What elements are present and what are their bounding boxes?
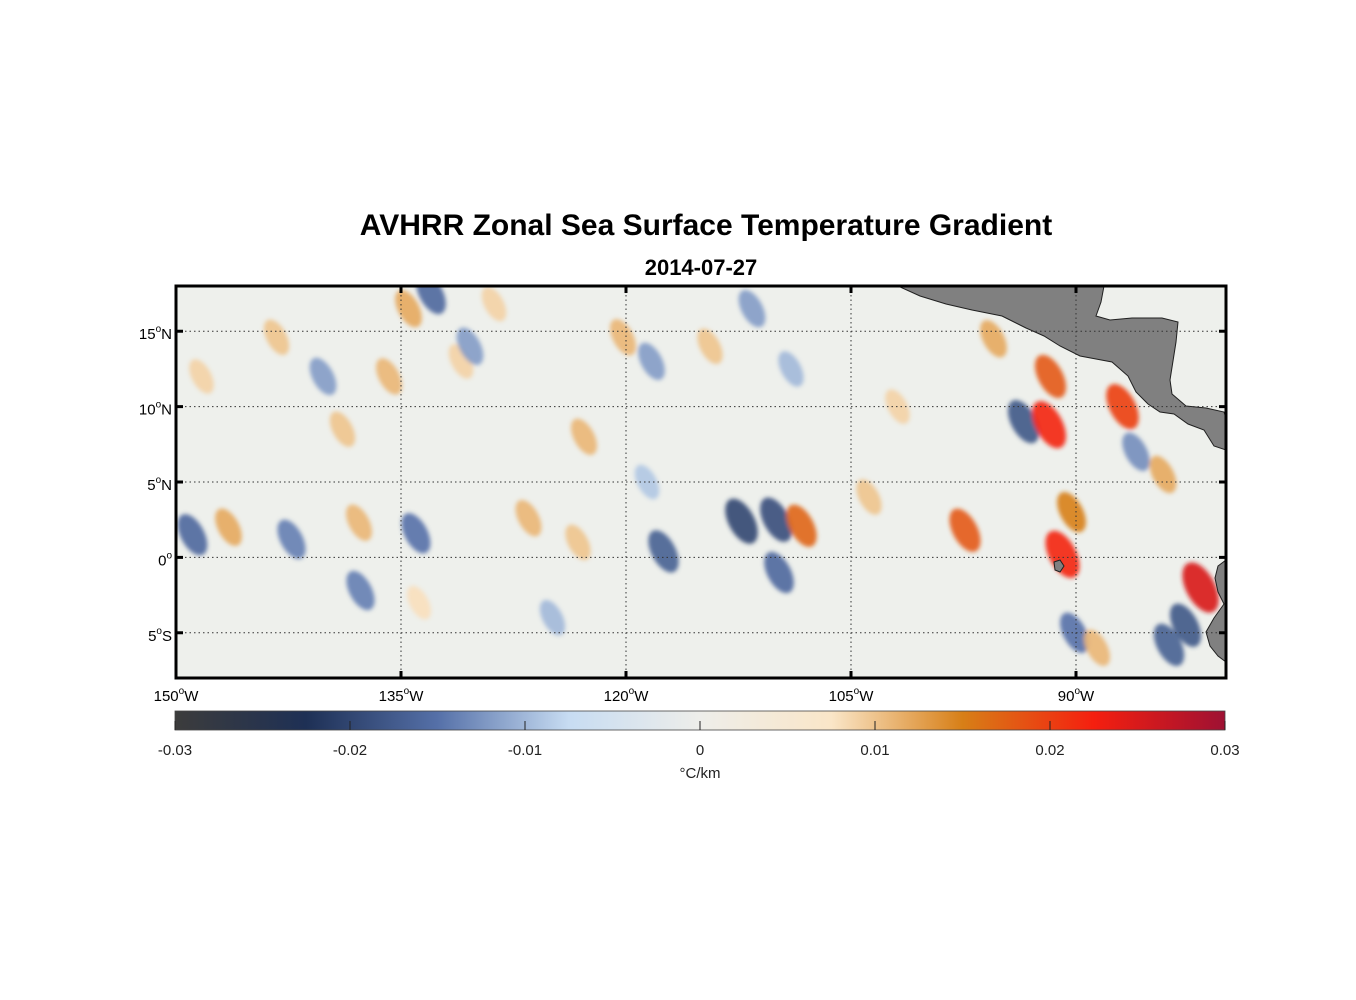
gradient-anomaly xyxy=(407,585,431,620)
colorbar-tick-label: 0 xyxy=(696,742,704,759)
gradient-anomaly xyxy=(329,411,356,447)
gradient-anomaly xyxy=(1007,400,1040,444)
gradient-anomaly xyxy=(448,344,474,379)
gradient-anomaly xyxy=(189,359,214,394)
axis-tick-marks xyxy=(174,286,1226,678)
gradient-anomaly xyxy=(395,289,422,328)
gradient-anomaly xyxy=(949,508,981,552)
colorbar-tick-label: 0.03 xyxy=(1210,742,1239,759)
colorbar-tick-label: 0.02 xyxy=(1035,742,1064,759)
gradient-anomaly xyxy=(738,289,766,328)
colorbar-tick-label: 0.01 xyxy=(860,742,889,759)
gradient-anomaly xyxy=(1122,432,1150,472)
lon-tick-label: 90oW xyxy=(1058,686,1095,705)
gradient-anomaly xyxy=(980,320,1007,358)
gradient-anomaly xyxy=(760,497,792,542)
lon-tick-label: 135oW xyxy=(379,686,425,705)
ocean-background xyxy=(176,286,1226,678)
gradient-anomaly xyxy=(1034,354,1067,399)
gradient-anomaly xyxy=(416,286,446,315)
gradient-anomaly xyxy=(609,319,637,356)
gradient-anomaly xyxy=(1045,530,1080,578)
map-plot-area: 150oW 135oW 120oW 105oW 90oW 15oN 10oN 5… xyxy=(139,284,1228,705)
colorbar-tick-label: -0.01 xyxy=(508,742,542,759)
gradient-anomaly xyxy=(565,524,591,561)
gradient-anomaly xyxy=(638,342,665,381)
gradient-anomaly xyxy=(1057,491,1086,533)
gradient-anomaly xyxy=(456,327,484,365)
land-layer xyxy=(897,286,1226,663)
gradient-anomaly xyxy=(345,504,373,541)
lat-tick-label: 5oN xyxy=(147,475,172,494)
lon-tick-label: 120oW xyxy=(604,686,650,705)
longitude-axis: 150oW 135oW 120oW 105oW 90oW xyxy=(154,686,1095,705)
lat-tick-label: 5oS xyxy=(148,626,172,645)
land-galapagos xyxy=(1053,559,1065,573)
gradient-anomaly xyxy=(215,508,242,546)
lat-tick-label: 15oN xyxy=(139,324,172,343)
chart-title: AVHRR Zonal Sea Surface Temperature Grad… xyxy=(360,209,1052,242)
colorbar-tick-label: -0.03 xyxy=(158,742,192,759)
gradient-anomaly xyxy=(570,418,598,455)
gradient-anomaly xyxy=(481,286,507,322)
gradient-anomaly xyxy=(634,464,660,500)
latitude-axis: 15oN 10oN 5oN 0o 5oS xyxy=(139,324,173,645)
gradient-anomaly xyxy=(1149,455,1177,494)
colorbar: -0.03 -0.02 -0.01 0 0.01 0.02 0.03 °C/km xyxy=(158,710,1240,782)
gradient-anomaly xyxy=(856,479,882,515)
gradient-anomaly xyxy=(309,357,337,396)
gradient-anomaly xyxy=(725,498,758,544)
gradient-anomaly xyxy=(375,358,403,395)
gradient-anomaly xyxy=(1060,612,1089,653)
colorbar-tick-label: -0.02 xyxy=(333,742,367,759)
lon-tick-label: 150oW xyxy=(154,686,200,705)
gradient-anomaly xyxy=(764,551,794,594)
gradient-anomaly xyxy=(177,514,208,556)
gradient-anomaly xyxy=(401,513,431,554)
gradient-anomaly xyxy=(786,504,817,547)
chart-subtitle: 2014-07-27 xyxy=(645,255,758,280)
gradient-anomaly xyxy=(648,530,679,573)
gradient-anomaly xyxy=(515,499,542,537)
land-south-america xyxy=(1205,559,1226,663)
gradient-anomaly xyxy=(1083,629,1111,667)
gradient-anomaly xyxy=(1031,401,1067,449)
lat-tick-label: 10oN xyxy=(139,400,172,419)
gradient-anomaly xyxy=(539,599,566,636)
gradient-anomaly xyxy=(697,328,723,365)
gradient-anomaly xyxy=(277,519,306,559)
gradient-anomaly xyxy=(1153,623,1185,666)
gradient-anomaly xyxy=(1182,562,1219,613)
land-central-america xyxy=(897,286,1226,451)
lat-tick-label: 0o xyxy=(158,550,172,569)
lon-tick-label: 105oW xyxy=(829,686,875,705)
colorbar-label: °C/km xyxy=(680,765,721,782)
gradient-anomaly xyxy=(263,319,290,355)
gradient-anomaly xyxy=(778,351,804,387)
colorbar-tick-marks xyxy=(174,721,1226,730)
gradient-anomaly xyxy=(346,570,375,611)
